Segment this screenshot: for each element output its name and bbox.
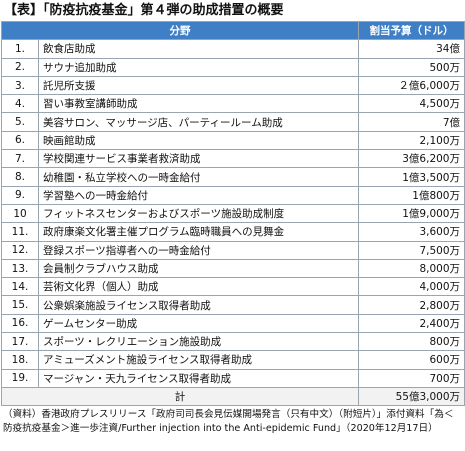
row-number: 14.	[1, 277, 39, 297]
table-row: 18. アミューズメント施設ライセンス取得者助成 600万	[1, 350, 465, 370]
table-row: 19. マージャン・天九ライセンス取得者助成 700万	[1, 368, 465, 388]
row-amount: 700万	[358, 368, 465, 388]
row-category: 芸術文化界（個人）助成	[38, 277, 359, 297]
total-amount: 55億3,000万	[358, 386, 465, 407]
table-row: 5. 美容サロン、マッサージ店、パーティールーム助成 7億	[1, 112, 465, 132]
row-category: アミューズメント施設ライセンス取得者助成	[38, 350, 359, 370]
row-number: 11.	[1, 222, 39, 242]
row-category: 美容サロン、マッサージ店、パーティールーム助成	[38, 112, 359, 132]
row-amount: 2,800万	[358, 295, 465, 315]
row-number: 6.	[1, 130, 39, 151]
row-category: マージャン・天九ライセンス取得者助成	[38, 368, 359, 388]
row-category: 映画館助成	[38, 130, 359, 151]
row-number: 2.	[1, 57, 39, 77]
row-number: 3.	[1, 75, 39, 96]
row-category: 学習塾への一時金給付	[38, 185, 359, 205]
row-amount: 3,600万	[358, 222, 465, 242]
row-number: 10	[1, 203, 39, 224]
row-category: 飲食店助成	[38, 39, 359, 59]
table-row: 14. 芸術文化界（個人）助成 4,000万	[1, 277, 465, 297]
row-number: 12.	[1, 240, 39, 260]
row-number: 19.	[1, 368, 39, 388]
row-amount: 7,500万	[358, 240, 465, 260]
table-row: 6. 映画館助成 2,100万	[1, 130, 465, 151]
row-number: 7.	[1, 149, 39, 169]
row-number: 13.	[1, 258, 39, 279]
row-amount: 1億800万	[358, 185, 465, 205]
row-number: 17.	[1, 332, 39, 352]
row-number: 16.	[1, 313, 39, 334]
table-row: 3. 託児所支援 ２億6,000万	[1, 75, 465, 96]
table-row: 13. 会員制クラブハウス助成 8,000万	[1, 258, 465, 279]
row-number: 18.	[1, 350, 39, 370]
row-category: 公衆娯楽施設ライセンス取得者助成	[38, 295, 359, 315]
row-number: 8.	[1, 167, 39, 187]
total-label: 計	[1, 386, 359, 407]
table-row: 10 フィットネスセンターおよびスポーツ施設助成制度 1億9,000万	[1, 203, 465, 224]
row-amount: 500万	[358, 57, 465, 77]
table-row: 9. 学習塾への一時金給付 1億800万	[1, 185, 465, 205]
row-amount: 34億	[358, 39, 465, 59]
row-amount: 8,000万	[358, 258, 465, 279]
row-amount: 4,000万	[358, 277, 465, 297]
row-category: 学校関連サービス事業者救済助成	[38, 149, 359, 169]
table-row: 4. 習い事教室講師助成 4,500万	[1, 94, 465, 114]
row-number: 9.	[1, 185, 39, 205]
total-row: 計 55億3,000万	[1, 386, 465, 407]
row-category: 会員制クラブハウス助成	[38, 258, 359, 279]
row-amount: ２億6,000万	[358, 75, 465, 96]
row-amount: 600万	[358, 350, 465, 370]
table: 分野 割当予算（ドル） 1. 飲食店助成 34億 2. サウナ追加助成 500万 3. 託児所…	[1, 20, 465, 407]
row-amount: 2,100万	[358, 130, 465, 151]
header-cell: 分野	[1, 20, 359, 41]
row-amount: 4,500万	[358, 94, 465, 114]
row-amount: 2,400万	[358, 313, 465, 334]
row-amount: 3億6,200万	[358, 149, 465, 169]
row-amount: 800万	[358, 332, 465, 352]
table-body: 1. 飲食店助成 34億 2. サウナ追加助成 500万 3. 託児所支援 ２億6,000万 4.…	[1, 39, 465, 407]
table-title: 【表】「防疫抗疫基金」第４弾の助成措置の概要	[4, 3, 284, 18]
table-row: 16. ゲームセンター助成 2,400万	[1, 313, 465, 334]
row-number: 4.	[1, 94, 39, 114]
row-category: 習い事教室講師助成	[38, 94, 359, 114]
row-number: 1.	[1, 39, 39, 59]
table-row: 1. 飲食店助成 34億	[1, 39, 465, 59]
row-category: 政府康楽文化署主催プログラム臨時職員への見舞金	[38, 222, 359, 242]
row-amount: 1億9,000万	[358, 203, 465, 224]
row-category: ゲームセンター助成	[38, 313, 359, 334]
row-number: 15.	[1, 295, 39, 315]
row-number: 5.	[1, 112, 39, 132]
header-row: 分野 割当予算（ドル）	[1, 20, 465, 41]
row-category: 幼稚園・私立学校への一時金給付	[38, 167, 359, 187]
table-row: 2. サウナ追加助成 500万	[1, 57, 465, 77]
row-category: フィットネスセンターおよびスポーツ施設助成制度	[38, 203, 359, 224]
table-row: 7. 学校関連サービス事業者救済助成 3億6,200万	[1, 149, 465, 169]
row-amount: 1億3,500万	[358, 167, 465, 187]
row-category: スポーツ・レクリエーション施設助成	[38, 332, 359, 352]
table-row: 17. スポーツ・レクリエーション施設助成 800万	[1, 332, 465, 352]
row-category: 登録スポーツ指導者への一時金給付	[38, 240, 359, 260]
row-category: 託児所支援	[38, 75, 359, 96]
table-row: 11. 政府康楽文化署主催プログラム臨時職員への見舞金 3,600万	[1, 222, 465, 242]
row-category: サウナ追加助成	[38, 57, 359, 77]
table-row: 12. 登録スポーツ指導者への一時金給付 7,500万	[1, 240, 465, 260]
row-amount: 7億	[358, 112, 465, 132]
table-row: 8. 幼稚園・私立学校への一時金給付 1億3,500万	[1, 167, 465, 187]
footnote: （資料）香港政府プレスリリース「政府司司長会見伝媒開場発言（只有中文）（附短片）…	[3, 409, 454, 435]
header-cell: 割当予算（ドル）	[358, 20, 465, 41]
table-row: 15. 公衆娯楽施設ライセンス取得者助成 2,800万	[1, 295, 465, 315]
